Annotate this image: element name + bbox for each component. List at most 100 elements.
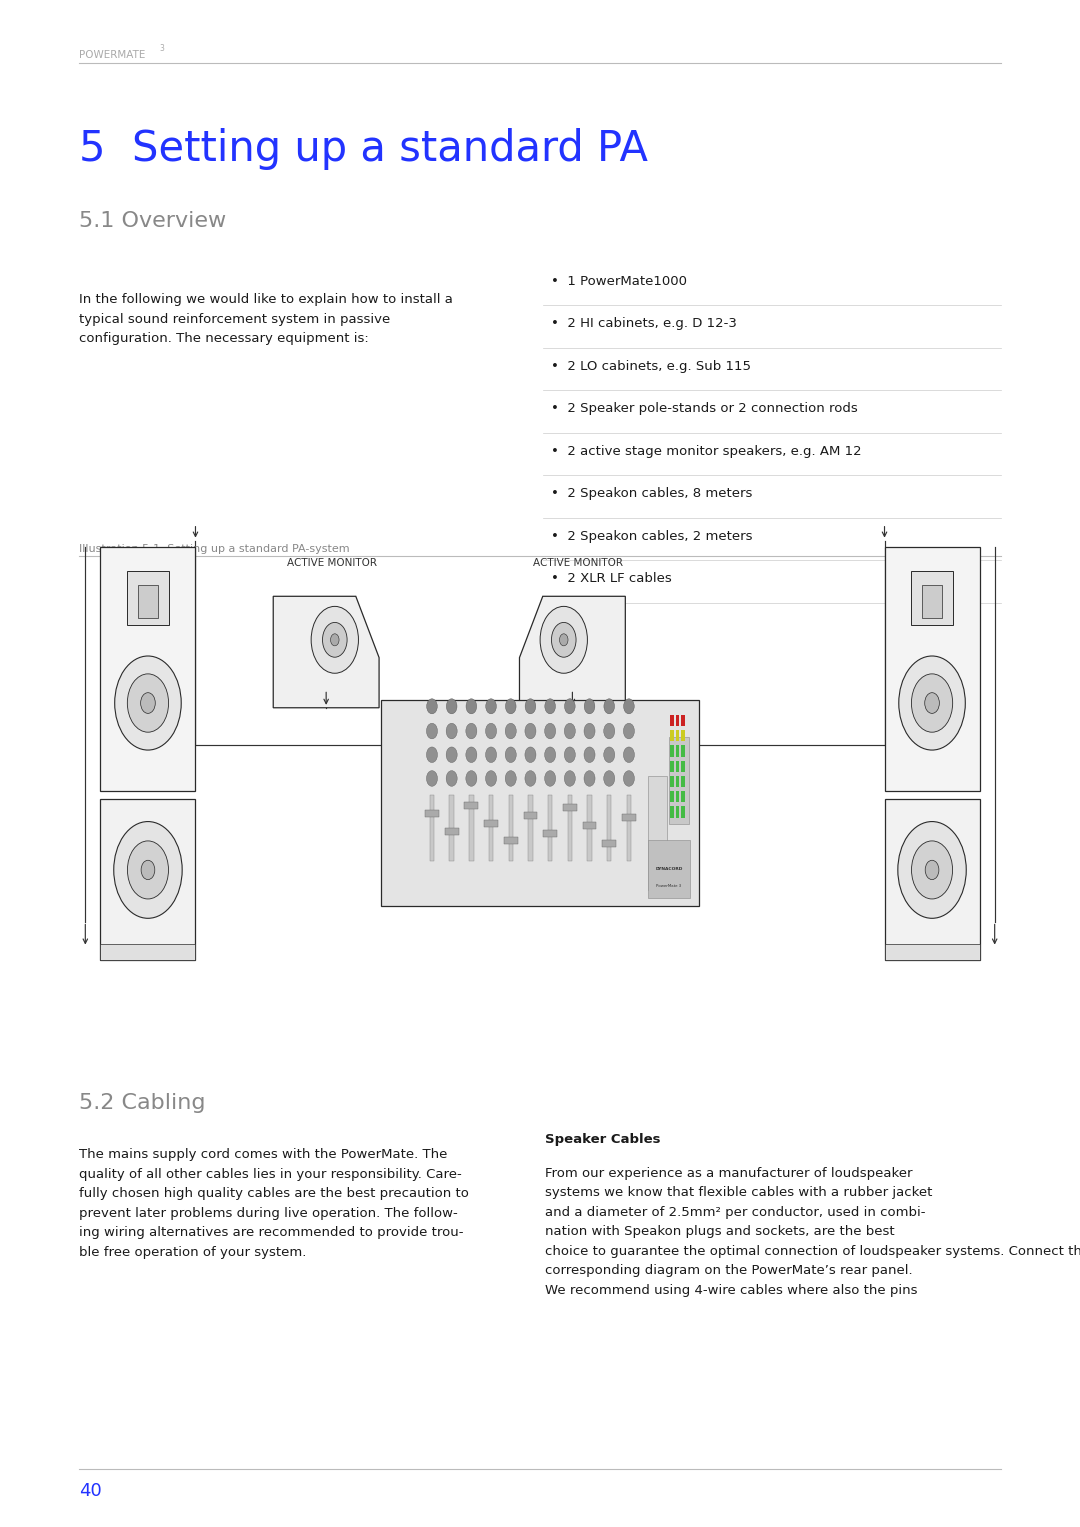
- Bar: [921, 585, 943, 617]
- Circle shape: [525, 771, 536, 786]
- Text: ACTIVE MONITOR: ACTIVE MONITOR: [532, 557, 623, 568]
- Circle shape: [127, 673, 168, 731]
- Circle shape: [623, 747, 634, 762]
- Circle shape: [427, 699, 437, 713]
- Text: •  2 HI cabinets, e.g. D 12-3: • 2 HI cabinets, e.g. D 12-3: [551, 318, 737, 330]
- Circle shape: [559, 634, 568, 646]
- Bar: [670, 730, 674, 742]
- Text: •  1 PowerMate1000: • 1 PowerMate1000: [551, 275, 687, 289]
- Circle shape: [465, 747, 477, 762]
- Bar: [681, 760, 685, 771]
- Bar: [524, 812, 538, 818]
- Circle shape: [584, 724, 595, 739]
- Bar: [885, 944, 980, 960]
- Circle shape: [505, 724, 516, 739]
- Bar: [381, 699, 700, 906]
- Bar: [607, 796, 611, 861]
- Text: 3: 3: [160, 44, 165, 53]
- Bar: [681, 776, 685, 786]
- Bar: [543, 829, 557, 837]
- Text: •  2 Speakon cables, 2 meters: • 2 Speakon cables, 2 meters: [551, 530, 753, 542]
- Text: POWERMATE: POWERMATE: [79, 50, 145, 61]
- Bar: [445, 828, 459, 835]
- Circle shape: [467, 699, 476, 713]
- Circle shape: [540, 606, 588, 673]
- Bar: [669, 738, 689, 825]
- Circle shape: [141, 860, 154, 880]
- Circle shape: [505, 771, 516, 786]
- Bar: [681, 745, 685, 756]
- Circle shape: [486, 699, 497, 713]
- Text: •  2 LO cabinets, e.g. Sub 115: • 2 LO cabinets, e.g. Sub 115: [551, 360, 751, 373]
- Bar: [676, 776, 679, 786]
- Text: •  2 Speaker pole-stands or 2 connection rods: • 2 Speaker pole-stands or 2 connection …: [551, 402, 858, 415]
- Circle shape: [427, 771, 437, 786]
- Circle shape: [127, 841, 168, 899]
- Bar: [681, 715, 685, 727]
- Bar: [670, 791, 674, 802]
- Polygon shape: [273, 597, 379, 709]
- Bar: [676, 760, 679, 771]
- Text: From our experience as a manufacturer of loudspeaker
systems we know that flexib: From our experience as a manufacturer of…: [545, 1167, 1080, 1296]
- Circle shape: [912, 841, 953, 899]
- Bar: [648, 840, 690, 898]
- Circle shape: [525, 699, 536, 713]
- Text: PowerMate 3: PowerMate 3: [657, 884, 681, 887]
- Circle shape: [114, 657, 181, 750]
- Circle shape: [623, 724, 634, 739]
- Bar: [676, 730, 679, 742]
- Text: •  2 active stage monitor speakers, e.g. AM 12: • 2 active stage monitor speakers, e.g. …: [551, 444, 862, 458]
- Bar: [676, 715, 679, 727]
- Bar: [676, 745, 679, 756]
- Bar: [509, 796, 513, 861]
- Circle shape: [565, 747, 576, 762]
- Circle shape: [311, 606, 359, 673]
- Circle shape: [584, 771, 595, 786]
- Text: •  2 Speakon cables, 8 meters: • 2 Speakon cables, 8 meters: [551, 487, 752, 501]
- Bar: [885, 800, 980, 960]
- Bar: [681, 791, 685, 802]
- Bar: [100, 800, 195, 960]
- Circle shape: [565, 771, 576, 786]
- Circle shape: [623, 771, 634, 786]
- Bar: [626, 796, 631, 861]
- Circle shape: [446, 724, 457, 739]
- Bar: [563, 805, 577, 811]
- Circle shape: [465, 771, 477, 786]
- Polygon shape: [519, 597, 625, 709]
- Circle shape: [899, 657, 966, 750]
- Bar: [504, 837, 517, 844]
- Circle shape: [505, 699, 516, 713]
- Circle shape: [544, 771, 555, 786]
- Circle shape: [604, 771, 615, 786]
- Bar: [100, 547, 195, 791]
- Text: 5.2 Cabling: 5.2 Cabling: [79, 1093, 205, 1113]
- Text: The mains supply cord comes with the PowerMate. The
quality of all other cables : The mains supply cord comes with the Pow…: [79, 1148, 469, 1258]
- Circle shape: [544, 747, 555, 762]
- Bar: [670, 745, 674, 756]
- Circle shape: [323, 623, 347, 657]
- Bar: [670, 715, 674, 727]
- Bar: [670, 760, 674, 771]
- Circle shape: [330, 634, 339, 646]
- Bar: [670, 806, 674, 817]
- Circle shape: [897, 822, 967, 918]
- Text: 40: 40: [79, 1481, 102, 1500]
- Circle shape: [525, 747, 536, 762]
- Bar: [100, 944, 195, 960]
- Circle shape: [924, 693, 940, 713]
- Bar: [582, 822, 596, 829]
- Bar: [676, 791, 679, 802]
- Bar: [548, 796, 552, 861]
- Bar: [648, 776, 667, 890]
- Bar: [137, 585, 159, 617]
- Circle shape: [446, 771, 457, 786]
- Circle shape: [427, 747, 437, 762]
- Bar: [449, 796, 454, 861]
- Bar: [681, 730, 685, 742]
- Bar: [430, 796, 434, 861]
- Circle shape: [604, 699, 615, 713]
- Circle shape: [113, 822, 183, 918]
- Bar: [588, 796, 592, 861]
- Circle shape: [604, 747, 615, 762]
